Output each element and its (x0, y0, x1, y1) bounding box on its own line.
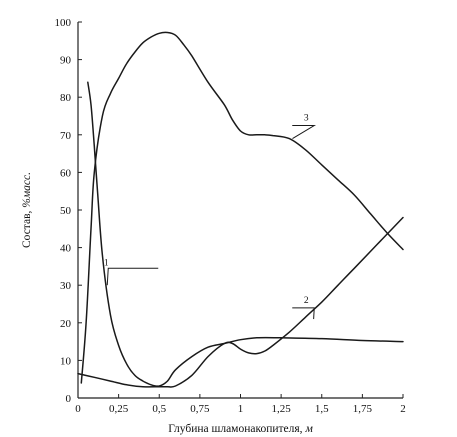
x-tick-label: 0,75 (190, 403, 210, 415)
curve-label-3: 3 (304, 114, 309, 124)
y-tick-label: 70 (60, 130, 72, 142)
x-tick-label: 0,25 (109, 403, 129, 415)
x-tick-label: 0,5 (152, 403, 166, 415)
y-tick-label: 80 (60, 92, 72, 104)
y-axis-label-text: Состав, (21, 211, 33, 249)
x-tick-label: 1 (238, 403, 244, 415)
curve-labels: 1 2 3 (104, 114, 317, 320)
series-line-3 (80, 31, 404, 384)
y-tick-label: 60 (60, 167, 72, 179)
series-group (77, 31, 404, 388)
x-axis-label-unit: м (304, 423, 313, 435)
y-tick-label: 40 (60, 243, 72, 255)
y-tick-label: 90 (60, 55, 72, 67)
x-tick-label: 2 (400, 403, 406, 415)
x-axis-label: Глубина шламонакопителя, м (168, 423, 313, 435)
curve-label-leader-3 (292, 125, 317, 139)
y-axis-label: Состав, %масс. (21, 172, 33, 248)
curve-label-leader-2 (292, 307, 315, 320)
y-tick-label: 30 (60, 280, 72, 292)
x-axis-label-text: Глубина шламонакопителя, (168, 423, 302, 435)
curve-label-leader-1 (106, 267, 159, 286)
y-axis-label-unit: %масс. (21, 172, 33, 208)
x-tick-label: 1,5 (315, 403, 329, 415)
y-tick-label: 10 (60, 355, 72, 367)
x-tick-label: 1,25 (272, 403, 292, 415)
series-line-1 (87, 81, 404, 387)
y-tick-label: 100 (55, 17, 72, 29)
x-tick-label: 0 (75, 403, 81, 415)
axes (77, 22, 403, 399)
ticks: 0 0,25 0,5 0,75 1 1,25 1,5 1,75 2010203040506070… (55, 17, 406, 415)
y-tick-label: 20 (60, 318, 72, 330)
curve-label-2: 2 (304, 296, 309, 306)
curve-label-1: 1 (104, 258, 109, 268)
x-tick-label: 1,75 (353, 403, 373, 415)
y-tick-label: 0 (66, 393, 72, 405)
series-line-2 (77, 216, 404, 388)
y-tick-label: 50 (60, 205, 72, 217)
